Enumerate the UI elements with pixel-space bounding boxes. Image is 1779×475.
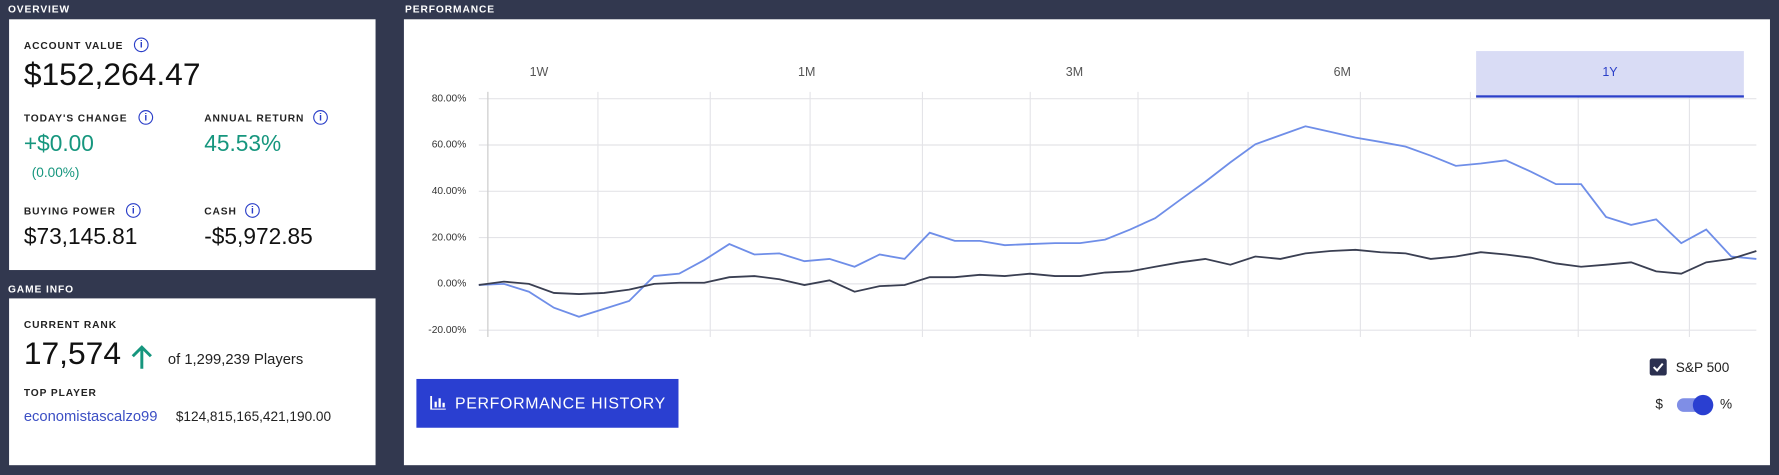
label: CASH [204,205,237,217]
label: CURRENT RANK [23,318,117,331]
game-info-panel: CURRENT RANK 17,574 of 1,299,239 Players… [9,298,376,466]
info-icon[interactable]: i [133,37,149,53]
toggle-left: $ [1655,395,1663,412]
value: +$0.00 [23,131,94,157]
checkbox[interactable] [1649,358,1667,376]
players: of 1,299,239 Players [167,350,304,368]
tab[interactable]: 1M [798,65,816,80]
section-title: GAME INFO [7,283,74,295]
tab[interactable]: 1W [529,65,549,80]
section-title: OVERVIEW [7,3,71,15]
overview-panel: ACCOUNT VALUE i $152,264.47 TODAY'S CHAN… [9,19,376,271]
performance-panel: 80.00% 60.00% 40.00% 20.00% 0.00% -20.00% PER… [403,19,1770,466]
value: 45.53% [204,131,282,157]
y-tick-label: 0.00% [437,279,466,290]
label: TODAY'S CHANGE [23,112,128,124]
value: -$5,972.85 [204,224,313,250]
y-tick-label: -20.00% [428,325,466,336]
info-icon[interactable]: i [125,203,141,218]
section-title: PERFORMANCE [405,3,496,15]
toggle-knob[interactable] [1692,394,1714,416]
tab[interactable]: 1Y [1476,51,1744,98]
label: ANNUAL RETURN [204,112,305,124]
y-tick-label: 40.00% [432,186,467,197]
up-arrow [131,345,152,369]
info-icon[interactable]: i [138,110,154,125]
button-label: PERFORMANCE HISTORY [454,393,666,412]
tab[interactable]: 3M [1065,65,1084,80]
rank: 17,574 [23,335,121,372]
percent: (0.00%) [31,164,80,181]
y-tick-label: 20.00% [432,232,467,243]
value: $73,145.81 [23,224,138,250]
toggle-right: % [1720,395,1733,412]
y-tick-label: 80.00% [432,93,467,104]
info-icon[interactable]: i [313,110,328,125]
performance-history-button[interactable]: PERFORMANCE HISTORY [416,378,679,428]
label: TOP PLAYER [23,386,97,399]
line [478,125,1757,318]
chart: 80.00% 60.00% 40.00% 20.00% 0.00% -20.00% [428,91,1757,337]
value: $152,264.47 [23,56,201,92]
check [1652,362,1664,372]
tab[interactable]: 6M [1333,65,1351,80]
bar-icon [430,395,446,410]
line [478,248,1757,295]
top-player-link[interactable]: economistascalzo99 [23,407,158,425]
label: BUYING POWER [23,205,116,217]
legend-label[interactable]: S&P 500 [1675,359,1730,376]
label: ACCOUNT VALUE [23,39,124,52]
y-tick-label: 60.00% [432,140,467,151]
top-player-value: $124,815,165,421,190.00 [175,408,332,425]
info-icon[interactable]: i [245,203,260,218]
